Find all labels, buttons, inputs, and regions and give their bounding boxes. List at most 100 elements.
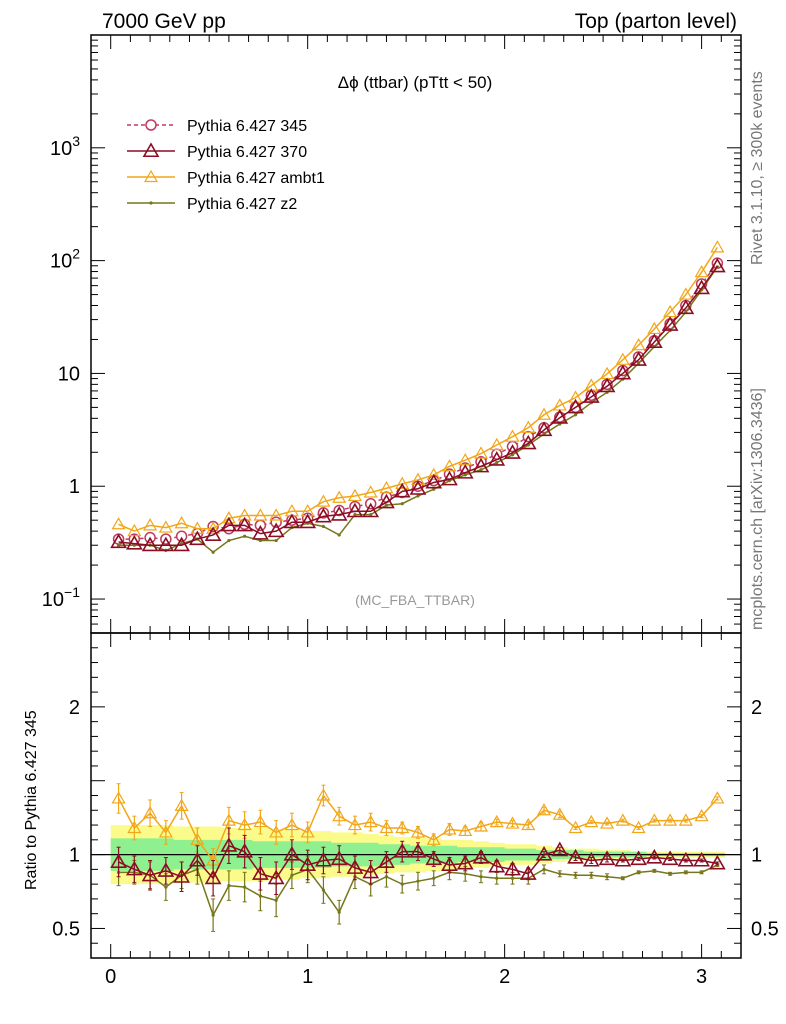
ratio-point-z2 (337, 910, 341, 914)
ratio-y-tick-label-right: 1 (751, 845, 762, 867)
data-point-ambt1 (253, 508, 268, 521)
ratio-point-p370 (188, 851, 206, 867)
data-point-p370 (488, 451, 506, 466)
ratio-point-z2 (636, 870, 641, 874)
data-point-ambt1 (536, 407, 552, 420)
ratio-point-ambt1 (694, 808, 709, 822)
ratio-y-tick-label-right: 2 (751, 697, 762, 719)
data-point-p370 (236, 516, 254, 532)
ratio-point-ambt1 (158, 825, 173, 838)
data-point-z2 (274, 538, 278, 543)
data-point-p370 (504, 444, 521, 459)
ratio-point-ambt1 (316, 788, 331, 801)
ratio-point-z2 (243, 885, 247, 889)
ratio-point-ambt1 (347, 817, 362, 831)
ratio-point-ambt1 (127, 820, 142, 834)
data-point-ambt1 (206, 521, 221, 534)
data-point-p370 (346, 502, 364, 518)
ratio-point-p370 (157, 862, 175, 877)
ratio-point-p370 (661, 850, 679, 866)
y-tick-label: 10−1 (42, 584, 80, 611)
ratio-point-ambt1 (458, 823, 473, 837)
ratio-point-p370 (110, 853, 127, 869)
data-point-p370 (378, 493, 395, 509)
data-point-z2 (243, 534, 247, 538)
ratio-point-z2 (495, 876, 499, 880)
data-point-p370 (173, 536, 190, 552)
ratio-point-z2 (542, 867, 546, 871)
ratio-point-z2 (211, 913, 215, 917)
ratio-plot-panel: 0 1 2 3 0.5 0.5 1 1 2 2 (52, 632, 779, 988)
data-point-ambt1 (363, 485, 378, 498)
x-tick-label: 1 (302, 966, 313, 988)
ratio-point-p370 (330, 850, 348, 866)
data-point-p370 (441, 470, 458, 486)
data-point-p370 (362, 502, 380, 518)
data-point-z2 (384, 503, 389, 507)
data-point-ambt1 (158, 520, 173, 533)
ratio-point-p370 (173, 868, 190, 883)
ratio-point-ambt1 (489, 814, 504, 828)
data-point-z2 (211, 550, 215, 554)
ratio-point-p370 (267, 869, 285, 885)
legend-label-p370: Pythia 6.427 370 (187, 144, 307, 161)
data-point-p370 (315, 507, 332, 523)
data-point-ambt1 (143, 518, 158, 531)
data-point-ambt1 (410, 472, 426, 485)
data-point-ambt1 (347, 488, 362, 502)
ratio-point-ambt1 (536, 803, 552, 816)
data-point-p370 (456, 464, 474, 479)
ratio-point-ambt1 (678, 813, 693, 826)
ratio-point-ambt1 (521, 817, 536, 831)
data-point-z2 (116, 543, 121, 547)
data-point-z2 (495, 460, 499, 465)
ratio-point-p370 (488, 857, 506, 873)
data-point-z2 (258, 538, 262, 543)
data-point-ambt1 (615, 352, 630, 365)
data-point-ambt1 (521, 420, 536, 433)
legend-label-p345: Pythia 6.427 345 (187, 118, 307, 135)
ratio-point-ambt1 (426, 832, 441, 845)
data-point-p370 (614, 364, 632, 380)
ratio-point-z2 (573, 873, 578, 877)
data-point-p370 (519, 434, 537, 450)
data-point-p370 (582, 388, 600, 403)
ratio-point-ambt1 (332, 808, 347, 822)
ratio-point-p370 (236, 843, 254, 858)
data-point-ambt1 (111, 517, 126, 530)
ratio-point-p370 (409, 843, 427, 858)
x-tick-label: 3 (696, 966, 707, 988)
ratio-point-z2 (321, 888, 326, 892)
x-tick-label: 0 (105, 966, 116, 988)
ratio-point-p370 (362, 863, 380, 879)
data-point-p370 (409, 480, 427, 495)
ratio-point-z2 (479, 875, 483, 879)
ratio-plot-frame (90, 632, 742, 959)
data-point-p370 (598, 377, 616, 393)
ratio-point-ambt1 (395, 820, 410, 834)
data-point-p370 (708, 257, 726, 273)
ratio-point-ambt1 (663, 813, 678, 826)
ratio-point-ambt1 (379, 820, 394, 834)
ratio-point-ambt1 (269, 825, 284, 838)
data-point-ambt1 (332, 490, 347, 503)
data-point-z2 (400, 502, 404, 506)
data-point-z2 (416, 494, 420, 498)
ratio-point-ambt1 (237, 817, 252, 831)
ratio-point-ambt1 (647, 813, 662, 826)
ratio-point-z2 (684, 870, 688, 874)
x-tick-label: 2 (499, 966, 510, 988)
series-line-p370 (118, 265, 718, 546)
ratio-point-ambt1 (710, 791, 725, 804)
data-point-p370 (425, 473, 443, 489)
data-point-p370 (204, 526, 222, 541)
data-point-p370 (157, 536, 175, 552)
ratio-point-z2 (400, 882, 404, 886)
legend-label-z2: Pythia 6.427 z2 (187, 196, 297, 213)
ratio-point-p370 (708, 854, 726, 870)
data-point-p370 (141, 536, 159, 552)
data-point-z2 (636, 361, 641, 365)
data-point-ambt1 (269, 508, 284, 521)
ratio-y-tick-label: 0.5 (52, 918, 80, 940)
series-line-z2 (118, 266, 718, 554)
